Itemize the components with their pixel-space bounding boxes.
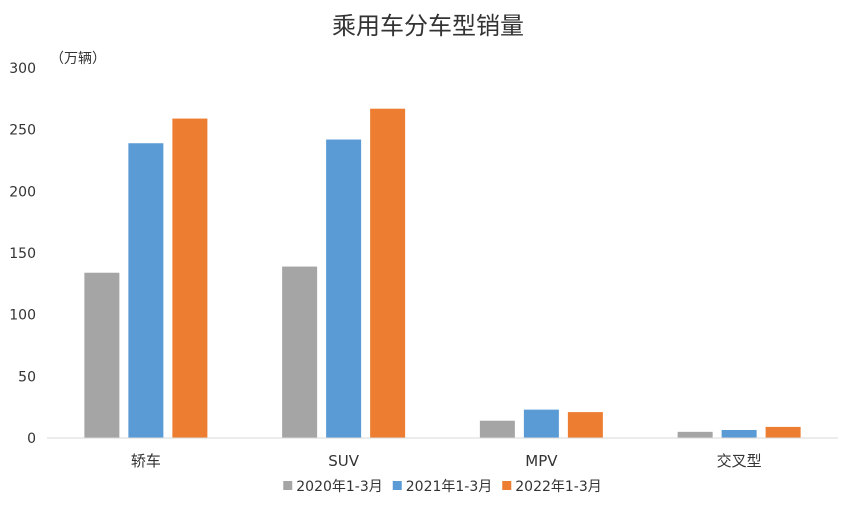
y-tick-label: 200 [9, 184, 36, 200]
legend-swatch [392, 481, 402, 490]
legend-item: 2020年1-3月 [283, 479, 383, 495]
bar [721, 429, 757, 438]
bar [567, 412, 603, 438]
y-tick-label: 300 [9, 61, 36, 77]
bar [128, 143, 164, 438]
y-tick-label: 100 [9, 308, 36, 324]
legend-label: 2022年1-3月 [515, 479, 602, 495]
bar [479, 420, 515, 438]
legend-swatch [283, 481, 293, 490]
y-tick-label: 0 [27, 431, 36, 447]
legend-item: 2021年1-3月 [392, 479, 493, 495]
chart-title: 乘用车分车型销量 [332, 12, 524, 40]
x-tick-label: 轿车 [131, 452, 161, 470]
x-tick-label: MPV [525, 452, 558, 470]
legend-item: 2022年1-3月 [502, 479, 602, 495]
bar [172, 118, 208, 439]
bar [84, 272, 120, 438]
y-axis-ticks: 0 50 100 150 200 250 300 [9, 61, 36, 447]
bar [370, 108, 406, 438]
bar [326, 139, 362, 439]
y-tick-label: 250 [9, 123, 36, 139]
bar-series-group [84, 108, 801, 439]
legend-label: 2021年1-3月 [406, 479, 493, 495]
y-tick-label: 150 [9, 246, 36, 262]
legend: 2020年1-3月 2021年1-3月 2022年1-3月 [283, 479, 602, 495]
bar [282, 266, 318, 438]
legend-label: 2020年1-3月 [296, 479, 383, 495]
x-axis-labels: 轿车 SUV MPV 交叉型 [131, 452, 762, 470]
bar [765, 426, 801, 438]
legend-swatch [502, 481, 512, 490]
x-tick-label: 交叉型 [717, 452, 762, 470]
bar [523, 409, 559, 438]
y-axis-unit-label: （万辆） [50, 51, 106, 67]
bar [677, 431, 713, 438]
y-tick-label: 50 [18, 369, 36, 385]
x-tick-label: SUV [328, 452, 360, 470]
